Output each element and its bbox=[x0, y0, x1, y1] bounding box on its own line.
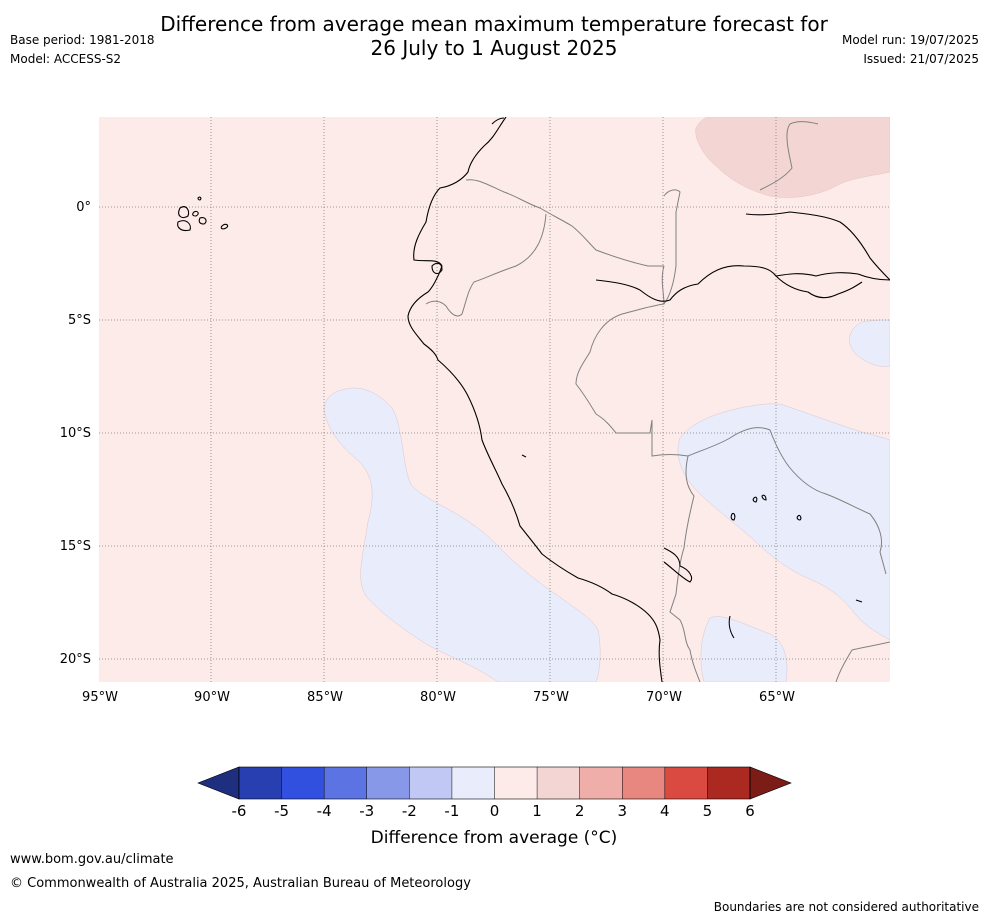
lon-tick-label: 75°W bbox=[533, 690, 569, 705]
colorbar-extend-high bbox=[749, 766, 792, 800]
lon-tick-label: 95°W bbox=[82, 690, 118, 705]
lat-tick-label: 0° bbox=[76, 200, 91, 215]
map-gridlines bbox=[99, 117, 890, 682]
longitude-axis: 95°W 90°W 85°W 80°W 75°W 70°W 65°W bbox=[82, 690, 795, 705]
country-borders bbox=[425, 121, 890, 682]
lon-tick-label: 90°W bbox=[194, 690, 230, 705]
colorbar-tick-label: -2 bbox=[402, 802, 417, 820]
copyright-notice: © Commonwealth of Australia 2025, Austra… bbox=[10, 876, 471, 891]
colorbar-cell bbox=[494, 767, 538, 799]
colorbar-extend-low bbox=[197, 766, 240, 800]
colorbar-cell bbox=[707, 767, 750, 799]
colorbar-tick-label: -4 bbox=[317, 802, 332, 820]
coastline bbox=[177, 117, 890, 682]
colorbar-cell bbox=[281, 767, 325, 799]
cool-anomaly-region-south bbox=[700, 616, 788, 682]
lon-tick-label: 65°W bbox=[759, 690, 795, 705]
colorbar-cell bbox=[537, 767, 580, 799]
lat-tick-label: 20°S bbox=[60, 652, 91, 667]
colorbar-tick-label: -3 bbox=[359, 802, 374, 820]
colorbar-cell bbox=[239, 767, 282, 799]
colorbar-tick-label: 5 bbox=[703, 802, 713, 820]
colorbar-tick-label: -5 bbox=[274, 802, 289, 820]
map-title: Difference from average mean maximum tem… bbox=[0, 12, 988, 60]
lat-tick-label: 15°S bbox=[60, 539, 91, 554]
issued-label: Issued: 21/07/2025 bbox=[863, 52, 979, 66]
cool-anomaly-region-ocean bbox=[323, 387, 601, 682]
colorbar-cell bbox=[324, 767, 367, 799]
colorbar-cell bbox=[451, 767, 495, 799]
title-line-1: Difference from average mean maximum tem… bbox=[160, 12, 828, 36]
model-run-label: Model run: 19/07/2025 bbox=[841, 33, 979, 47]
boundary-disclaimer: Boundaries are not considered authoritat… bbox=[713, 900, 979, 914]
colorbar-cell bbox=[622, 767, 665, 799]
colorbar-tick-label: 4 bbox=[660, 802, 670, 820]
colorbar-cell bbox=[664, 767, 708, 799]
colorbar bbox=[197, 766, 792, 800]
lon-tick-label: 85°W bbox=[307, 690, 343, 705]
warm-anomaly-region-north bbox=[695, 117, 890, 198]
colorbar-cell bbox=[409, 767, 452, 799]
colorbar-label: Difference from average (°C) bbox=[370, 828, 618, 848]
lat-tick-label: 10°S bbox=[60, 426, 91, 441]
cool-anomaly-region-bolivia bbox=[677, 403, 890, 641]
lon-tick-label: 70°W bbox=[646, 690, 682, 705]
colorbar-tick-label: 1 bbox=[532, 802, 542, 820]
colorbar-tick-label: 0 bbox=[490, 802, 500, 820]
colorbar-tick-label: 2 bbox=[575, 802, 585, 820]
source-url: www.bom.gov.au/climate bbox=[10, 852, 174, 867]
colorbar-cell bbox=[579, 767, 623, 799]
colorbar-tick-label: -6 bbox=[232, 802, 247, 820]
base-period-label: Base period: 1981-2018 bbox=[10, 33, 155, 47]
lon-tick-label: 80°W bbox=[420, 690, 456, 705]
cool-anomaly-region-east bbox=[849, 319, 890, 367]
title-line-2: 26 July to 1 August 2025 bbox=[370, 36, 618, 60]
colorbar-tick-label: 6 bbox=[745, 802, 755, 820]
colorbar-ticks: -6 -5 -4 -3 -2 -1 0 1 2 3 4 5 6 bbox=[232, 767, 755, 820]
forecast-map: 95°W 90°W 85°W 80°W 75°W 70°W 65°W 0° 5°… bbox=[60, 117, 890, 820]
model-label: Model: ACCESS-S2 bbox=[10, 52, 122, 66]
colorbar-cell bbox=[366, 767, 410, 799]
colorbar-tick-label: -1 bbox=[444, 802, 459, 820]
latitude-axis: 0° 5°S 10°S 15°S 20°S bbox=[60, 200, 91, 667]
colorbar-tick-label: 3 bbox=[617, 802, 627, 820]
lat-tick-label: 5°S bbox=[68, 313, 91, 328]
